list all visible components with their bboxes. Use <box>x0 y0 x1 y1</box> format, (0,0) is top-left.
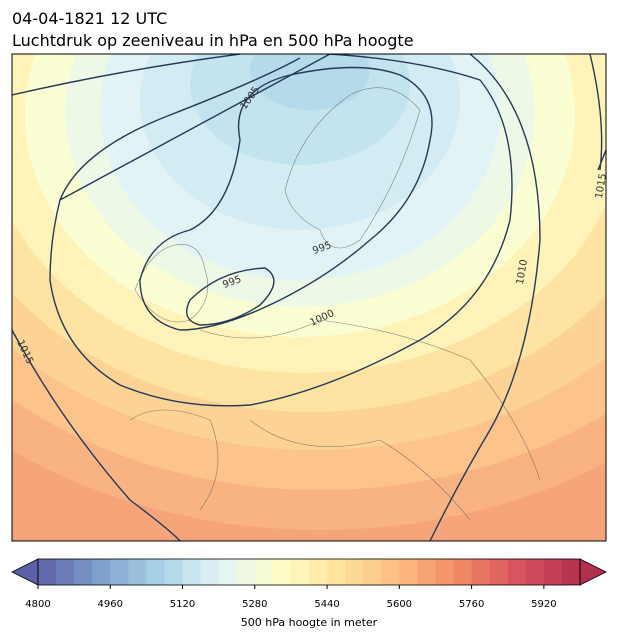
isobar <box>139 66 433 331</box>
colorbar-segment <box>254 559 274 585</box>
colorbar-segment <box>417 559 436 585</box>
colorbar-segment <box>381 559 400 585</box>
colorbar-tick-label: 5600 <box>387 599 412 610</box>
contour-label: 1015 <box>594 173 609 200</box>
contour-label: 1010 <box>515 259 530 286</box>
map <box>12 54 606 541</box>
colorbar-segment <box>110 559 129 585</box>
subtitle: Luchtdruk op zeeniveau in hPa en 500 hPa… <box>12 31 414 50</box>
colorbar-segment <box>74 559 93 585</box>
colorbar-segment <box>435 559 455 585</box>
colorbar-tick-label: 5760 <box>459 599 484 610</box>
colorbar: 4800 4960 5120 5280 5440 5600 5760 5920 <box>11 558 607 610</box>
colorbar-segment <box>290 559 310 585</box>
colorbar-extend <box>579 558 607 586</box>
colorbar-tick-label: 5280 <box>242 599 267 610</box>
colorbar-segment <box>128 559 147 585</box>
colorbar-segment <box>200 559 220 585</box>
colorbar-segment <box>543 559 563 585</box>
colorbar-tick-label: 4960 <box>98 599 123 610</box>
colorbar-segment <box>56 559 75 585</box>
colorbar-tick-label: 5920 <box>531 599 556 610</box>
colorbar-segment <box>146 559 165 585</box>
isobar <box>12 54 541 541</box>
colorbar-tick-label: 4800 <box>25 599 50 610</box>
colorbar-segment <box>525 559 545 585</box>
isobar <box>589 54 606 171</box>
colorbar-segment <box>218 559 238 585</box>
colorbar-segment <box>363 559 382 585</box>
colorbar-segment <box>164 559 184 585</box>
colorbar-segment <box>327 559 346 585</box>
colorbar-frame <box>37 558 581 586</box>
coastline <box>129 87 541 521</box>
colorbar-segment <box>561 559 581 585</box>
colorbar-tick-label: 5120 <box>170 599 195 610</box>
colorbar-segment <box>471 559 491 585</box>
colorbar-segment <box>345 559 364 585</box>
colorbar-segment <box>182 559 202 585</box>
colorbar-segment <box>92 559 111 585</box>
colorbar-segment <box>399 559 418 585</box>
colorbar-segment <box>236 559 256 585</box>
isobar <box>49 54 513 407</box>
colorbar-segment <box>489 559 509 585</box>
title: 04-04-1821 12 UTC <box>12 9 167 28</box>
map-frame <box>11 53 607 542</box>
colorbar-extend <box>11 558 39 586</box>
colorbar-segment <box>309 559 328 585</box>
isobar <box>186 267 275 326</box>
colorbar-label: 500 hPa hoogte in meter <box>241 616 378 629</box>
colorbar-segment <box>507 559 527 585</box>
colorbar-tick-label: 5440 <box>314 599 339 610</box>
colorbar-segment <box>272 559 292 585</box>
colorbar-segment <box>38 559 57 585</box>
colorbar-segment <box>453 559 473 585</box>
